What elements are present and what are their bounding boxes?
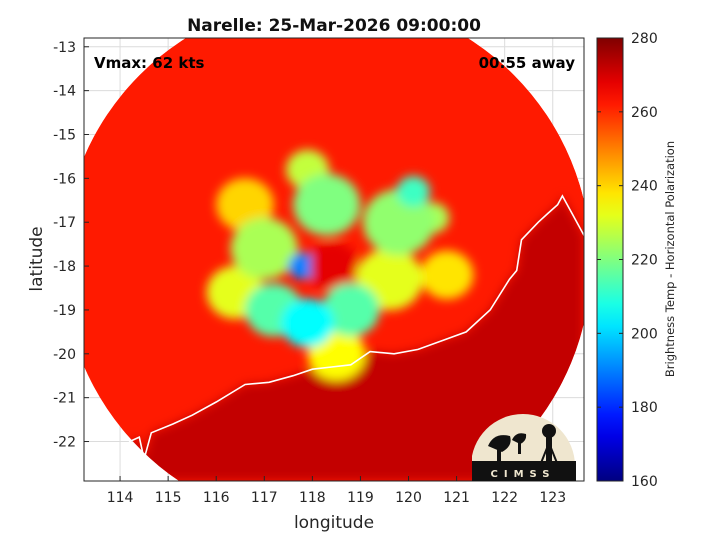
x-tick-label: 122 bbox=[491, 490, 518, 506]
y-tick-label: -16 bbox=[53, 171, 76, 187]
y-tick-label: -19 bbox=[53, 303, 76, 319]
x-tick-label: 120 bbox=[395, 490, 422, 506]
x-tick-label: 121 bbox=[443, 490, 470, 506]
x-tick-label: 114 bbox=[107, 490, 134, 506]
y-tick-label: -13 bbox=[53, 40, 76, 56]
land-region bbox=[84, 195, 584, 481]
storm-cell bbox=[420, 250, 474, 300]
colorbar-tick-label: 180 bbox=[631, 400, 658, 416]
colorbar-ticks: 160 180 200 220 240 260 280 bbox=[597, 31, 658, 490]
colorbar-tick-label: 280 bbox=[631, 31, 658, 47]
y-tick-label: -14 bbox=[53, 84, 76, 100]
x-tick-label: 123 bbox=[539, 490, 566, 506]
time-away-annotation: 00:55 away bbox=[479, 54, 576, 72]
storm-eye-core bbox=[310, 244, 353, 288]
storm-cell bbox=[230, 217, 298, 280]
storm-cell bbox=[321, 283, 380, 337]
axes-frame bbox=[83, 37, 585, 482]
storm-cell bbox=[293, 173, 361, 236]
x-tick-label: 116 bbox=[203, 490, 230, 506]
colorbar-label: Brightness Temp - Horizontal Polarizatio… bbox=[663, 141, 677, 377]
x-tick-label: 118 bbox=[299, 490, 326, 506]
colorbar-tick-label: 240 bbox=[631, 179, 658, 195]
coastline bbox=[124, 194, 584, 480]
x-tick-label: 117 bbox=[251, 490, 278, 506]
x-axis-label: longitude bbox=[294, 513, 374, 533]
colorbar-tick-label: 220 bbox=[631, 253, 658, 269]
x-tick-label: 115 bbox=[155, 490, 182, 506]
y-axis-label: latitude bbox=[27, 226, 47, 291]
storm-cell bbox=[396, 176, 431, 207]
y-tick-label: -21 bbox=[53, 391, 76, 407]
x-tick-label: 119 bbox=[347, 490, 374, 506]
storm-features bbox=[84, 149, 584, 481]
colorbar-tick-label: 160 bbox=[631, 474, 658, 490]
y-tick-label: -17 bbox=[53, 215, 76, 231]
y-tick-label: -22 bbox=[53, 435, 76, 451]
y-tick-label: -15 bbox=[53, 127, 76, 143]
colorbar-tick-label: 260 bbox=[631, 105, 658, 121]
axis-ticks: 114 115 116 117 118 119 120 121 122 123 -13 -14 -15 -… bbox=[53, 40, 566, 506]
colorbar-tick-label: 200 bbox=[631, 326, 658, 342]
chart-title: Narelle: 25-Mar-2026 09:00:00 bbox=[187, 16, 481, 36]
storm-cell bbox=[281, 298, 334, 348]
storm-cell bbox=[288, 252, 318, 280]
logo-text: CIMSS bbox=[491, 469, 556, 480]
y-tick-label: -18 bbox=[53, 259, 76, 275]
vmax-annotation: Vmax: 62 kts bbox=[94, 54, 204, 72]
y-tick-label: -20 bbox=[53, 347, 76, 363]
cimss-logo: CIMSS bbox=[472, 414, 576, 481]
